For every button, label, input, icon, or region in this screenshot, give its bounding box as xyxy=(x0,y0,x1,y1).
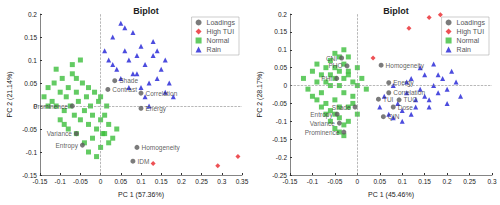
svg-text:0.1: 0.1 xyxy=(28,57,37,64)
svg-text:0.15: 0.15 xyxy=(274,28,287,35)
svg-text:-0.05: -0.05 xyxy=(272,100,287,107)
svg-text:Entropy: Entropy xyxy=(56,142,79,150)
svg-text:Loadings: Loadings xyxy=(457,19,486,27)
svg-text:0.15: 0.15 xyxy=(155,178,168,185)
svg-text:TUO: TUO xyxy=(404,96,418,103)
svg-text:-0.25: -0.25 xyxy=(272,171,287,179)
svg-text:Contrast: Contrast xyxy=(112,86,137,93)
svg-text:0.2: 0.2 xyxy=(177,178,186,185)
svg-text:QIN: QIN xyxy=(388,113,400,121)
svg-text:Energy: Energy xyxy=(393,79,414,87)
svg-text:0.1: 0.1 xyxy=(278,46,287,53)
svg-text:Shade: Shade xyxy=(119,77,138,84)
svg-text:0.35: 0.35 xyxy=(236,178,249,185)
svg-text:0.2: 0.2 xyxy=(278,11,287,18)
svg-text:High TUI: High TUI xyxy=(207,28,235,36)
svg-text:0.1: 0.1 xyxy=(136,178,145,185)
svg-text:Homogeneity: Homogeneity xyxy=(386,62,425,70)
svg-text:Rain: Rain xyxy=(457,46,472,53)
svg-text:0.25: 0.25 xyxy=(195,178,208,185)
svg-text:0: 0 xyxy=(283,82,287,89)
svg-text:-0.1: -0.1 xyxy=(307,178,319,185)
svg-text:Shade: Shade xyxy=(332,104,351,111)
svg-text:0.05: 0.05 xyxy=(373,178,386,185)
svg-text:-0.2: -0.2 xyxy=(276,154,288,161)
svg-text:PC 2 (21.14%): PC 2 (21.14%) xyxy=(6,72,14,118)
svg-text:0: 0 xyxy=(99,178,103,185)
svg-text:-0.15: -0.15 xyxy=(283,178,298,185)
svg-text:PC 1 (57.36%): PC 1 (57.36%) xyxy=(118,191,164,199)
svg-text:Biplot: Biplot xyxy=(133,6,159,16)
svg-text:-0.1: -0.1 xyxy=(55,178,67,185)
svg-text:High TUI: High TUI xyxy=(457,28,485,36)
svg-text:0.3: 0.3 xyxy=(217,178,226,185)
svg-text:0.15: 0.15 xyxy=(24,34,37,41)
svg-text:Variance: Variance xyxy=(310,120,336,127)
svg-text:Biplot: Biplot xyxy=(383,6,409,16)
svg-text:0.1: 0.1 xyxy=(398,178,407,185)
svg-text:-0.05: -0.05 xyxy=(327,178,342,185)
svg-text:0.05: 0.05 xyxy=(114,178,127,185)
svg-text:Rain: Rain xyxy=(207,46,222,53)
svg-text:Loadings: Loadings xyxy=(207,19,236,27)
svg-text:Normal: Normal xyxy=(207,37,230,44)
svg-text:Energy: Energy xyxy=(146,105,167,113)
svg-text:PHO: PHO xyxy=(328,62,342,69)
svg-text:0.05: 0.05 xyxy=(24,80,37,87)
svg-text:-0.15: -0.15 xyxy=(33,178,48,185)
svg-text:0.15: 0.15 xyxy=(418,178,431,185)
svg-text:-0.05: -0.05 xyxy=(73,178,88,185)
svg-text:CNI: CNI xyxy=(326,55,337,62)
svg-text:-0.15: -0.15 xyxy=(272,136,287,143)
svg-text:Correlation: Correlation xyxy=(393,89,425,96)
svg-text:0.25: 0.25 xyxy=(463,178,476,185)
svg-text:0.3: 0.3 xyxy=(487,178,496,185)
svg-text:0.05: 0.05 xyxy=(274,64,287,71)
svg-text:-0.1: -0.1 xyxy=(276,118,288,125)
svg-text:PC 2 (28.17%): PC 2 (28.17%) xyxy=(256,72,264,118)
svg-text:0.2: 0.2 xyxy=(28,11,37,18)
svg-text:TUI: TUI xyxy=(383,96,394,103)
svg-text:0.2: 0.2 xyxy=(443,178,452,185)
svg-text:Variance: Variance xyxy=(47,130,73,137)
svg-text:0: 0 xyxy=(356,178,360,185)
svg-text:Entropy: Entropy xyxy=(310,111,333,119)
svg-text:Prominence: Prominence xyxy=(305,129,340,136)
svg-text:Prominence: Prominence xyxy=(33,103,68,110)
svg-text:Normal: Normal xyxy=(457,37,480,44)
svg-text:IDM: IDM xyxy=(137,158,149,165)
svg-text:Homogeneity: Homogeneity xyxy=(141,144,180,152)
svg-text:Correlation: Correlation xyxy=(146,90,178,97)
svg-text:PHI: PHI xyxy=(321,75,332,82)
svg-text:PC 1 (45.46%): PC 1 (45.46%) xyxy=(368,191,414,199)
svg-text:-0.1: -0.1 xyxy=(26,149,38,156)
svg-text:-0.05: -0.05 xyxy=(22,126,37,133)
svg-text:Dose: Dose xyxy=(398,104,414,111)
svg-text:-0.15: -0.15 xyxy=(22,171,37,179)
